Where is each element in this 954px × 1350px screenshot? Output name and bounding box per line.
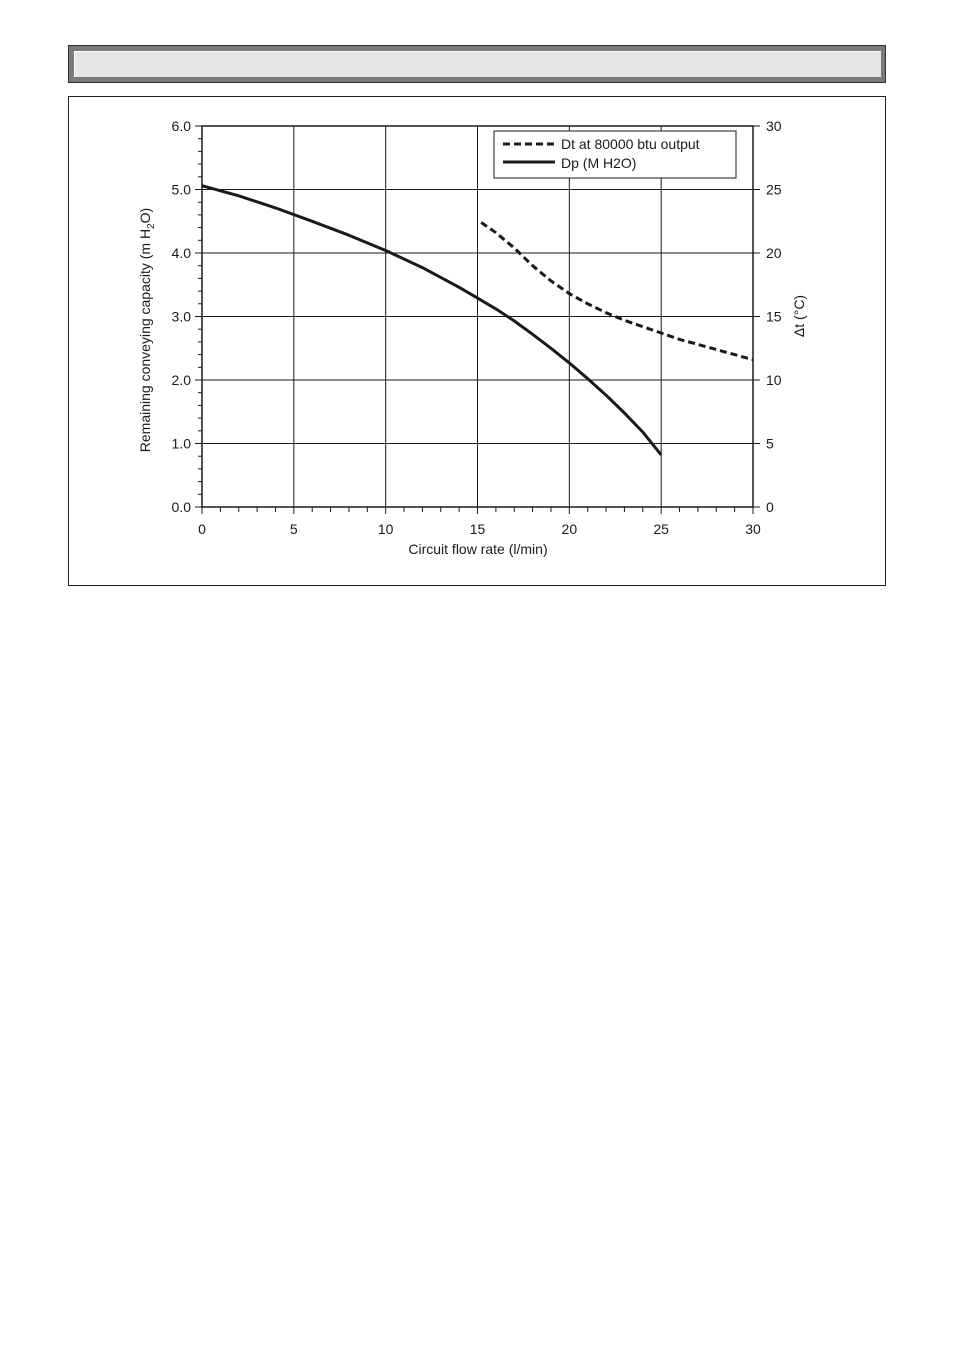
legend-box (493, 130, 737, 179)
x-tick-label-4: 20 (562, 521, 578, 537)
x-tick-label-0: 0 (198, 521, 206, 537)
y-left-tick-label-4: 4.0 (172, 245, 192, 261)
x-axis-label: Circuit flow rate (l/min) (408, 541, 547, 557)
section-header-inner (74, 51, 881, 77)
y-left-tick-label-1: 1.0 (172, 436, 192, 452)
x-tick-label-1: 5 (290, 521, 298, 537)
x-tick-label-2: 10 (378, 521, 394, 537)
legend-label-dp: Dp (M H2O) (561, 155, 636, 171)
legend: Dt at 80000 btu output Dp (M H2O) (493, 130, 737, 179)
series-lines (201, 184, 754, 456)
y-left-tick-label-0: 0.0 (172, 499, 192, 515)
y-right-tick-label-0: 0 (766, 499, 774, 515)
section-header-bar (68, 45, 886, 83)
grid-lines (201, 125, 754, 508)
y-right-tick-label-2: 10 (766, 372, 782, 388)
y-axis-left-label: Remaining conveying capacity (m H2O) (137, 208, 157, 452)
y-right-tick-label-3: 15 (766, 309, 782, 325)
y-axis-right-label: Δt (°C) (791, 295, 807, 337)
plot-area-border (201, 125, 754, 508)
y-right-tick-label-5: 25 (766, 182, 782, 198)
y-left-tick-label-5: 5.0 (172, 182, 192, 198)
tick-labels: 0 5 10 15 20 25 30 0.0 1.0 2.0 3.0 4.0 5.0 6.0 0 5 10 15 2… (172, 118, 782, 537)
y-right-tick-label-1: 5 (766, 436, 774, 452)
x-tick-label-3: 15 (470, 521, 486, 537)
flow-rate-chart: 0 5 10 15 20 25 30 0.0 1.0 2.0 3.0 4.0 5.0 6.0 0 5 10 15 2… (137, 118, 807, 557)
y-right-tick-label-6: 30 (766, 118, 782, 134)
x-tick-label-6: 30 (745, 521, 761, 537)
legend-label-dt: Dt at 80000 btu output (561, 136, 700, 152)
y-right-tick-label-4: 20 (766, 245, 782, 261)
y-left-tick-label-2: 2.0 (172, 372, 192, 388)
x-tick-label-5: 25 (653, 521, 669, 537)
series-line-dp (201, 184, 663, 456)
series-line-dt (480, 221, 754, 362)
y-left-tick-label-3: 3.0 (172, 309, 192, 325)
y-left-tick-label-6: 6.0 (172, 118, 192, 134)
